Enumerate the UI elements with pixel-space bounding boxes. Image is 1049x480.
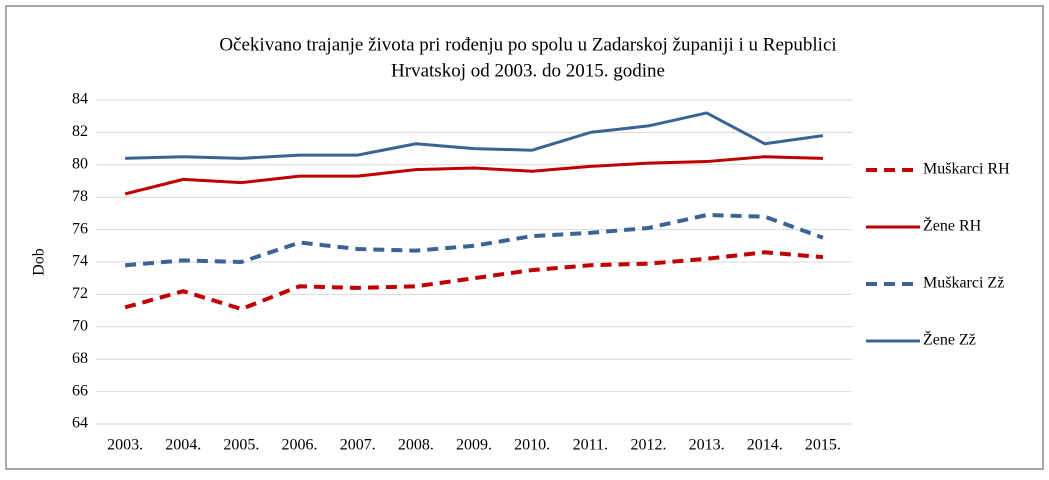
series-line <box>124 155 823 196</box>
x-tick-label: 2014. <box>747 437 783 454</box>
series-line <box>124 213 824 268</box>
y-tick-label: 74 <box>72 253 88 270</box>
y-tick-label: 80 <box>72 155 88 172</box>
legend-label: Muškarci RH <box>923 161 1010 178</box>
x-tick-label: 2013. <box>689 437 725 454</box>
x-tick-label: 2011. <box>573 437 608 454</box>
legend-label: Muškarci Zž <box>923 275 1004 292</box>
y-tick-label: 64 <box>72 415 88 432</box>
chart-title: Očekivano trajanje života pri rođenju po… <box>219 34 836 55</box>
x-tick-label: 2007. <box>340 437 376 454</box>
chart-title: Hrvatskoj od 2003. do 2015. godine <box>391 60 665 81</box>
x-tick-label: 2004. <box>165 437 201 454</box>
y-tick-label: 72 <box>72 285 88 302</box>
y-tick-label: 70 <box>72 317 88 334</box>
legend-label: Žene Zž <box>923 330 976 349</box>
y-tick-label: 76 <box>72 220 88 237</box>
x-tick-label: 2009. <box>456 437 492 454</box>
y-tick-label: 82 <box>72 123 88 140</box>
x-tick-label: 2003. <box>107 437 143 454</box>
x-tick-label: 2015. <box>805 437 841 454</box>
x-tick-label: 2012. <box>630 437 666 454</box>
series-line <box>125 111 824 160</box>
y-tick-label: 66 <box>72 382 88 399</box>
y-axis-label: Dob <box>31 248 48 276</box>
x-tick-label: 2010. <box>514 437 550 454</box>
y-tick-label: 68 <box>72 350 88 367</box>
x-tick-label: 2008. <box>398 437 434 454</box>
legend-label: Žene RH <box>923 216 982 235</box>
x-tick-label: 2005. <box>223 437 259 454</box>
y-tick-label: 84 <box>72 91 88 108</box>
y-tick-label: 78 <box>72 188 88 205</box>
x-tick-label: 2006. <box>282 437 318 454</box>
